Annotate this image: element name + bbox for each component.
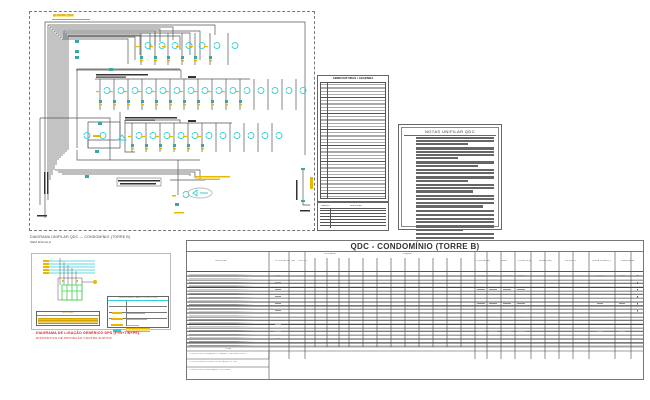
col-header-va: POTÊNCIA (VA) [475, 260, 490, 262]
symbols-rows [320, 209, 386, 228]
symbols-header-right: DESCRIÇÃO [350, 205, 362, 207]
load-table-grid-icon [187, 252, 643, 379]
load-table-footnote-3: 3- DISJUNTORES TERMOMAGNÉTICOS CURVA C [189, 369, 232, 371]
col-header-circuit: CIRCUITO [298, 260, 308, 262]
load-table-footnote-2: 2- CONDUTORES DE COBRE COM ISOLAÇÃO PVC … [189, 361, 237, 363]
col-header-section: SEÇÃO (mm²) [539, 260, 552, 262]
legend-rows [320, 82, 386, 199]
load-table-title-rule [187, 251, 643, 252]
dps-caption-sub: DISPOSITIVO DE PROTEÇÃO CONTRA SURTOS [36, 336, 112, 340]
dps-legend-title: DESCRIÇÃO [37, 312, 99, 316]
col-header-lighting: ILUMINAÇÃO [324, 253, 337, 255]
load-table-frame: QDC - CONDOMÍNIO (TORRE B) DESCRIÇÃO POT… [186, 240, 644, 380]
dps-detail-frame [31, 253, 171, 330]
col-header-outlets: TOMADAS [402, 253, 412, 255]
load-table-descriptions [189, 274, 267, 346]
symbols-header-left: SÍMBOLO [321, 205, 331, 207]
load-table-footnote-1: 1- CIRCUITOS DE ILUMINAÇÃO E TOMADAS CON… [189, 353, 247, 355]
dps-caption: DIAGRAMA DE LIGAÇÃO GENÉRICO DPS (F+N+T/… [36, 331, 140, 335]
col-header-phases: FASES [501, 260, 508, 262]
diagram-caption-scale: SEM ESCALA [30, 240, 52, 244]
cable-id-title: IDENTIFICAÇÃO CABOS / CONDUTORES [108, 297, 168, 301]
load-table-total-label: TOTAL [225, 348, 232, 350]
dps-legend-table: DESCRIÇÃO [36, 311, 100, 326]
col-header-voltage-drop: QUEDA TENSÃO (%) [592, 260, 612, 262]
notes-panel: NOTAS UNIFILAR QDC [398, 124, 502, 243]
diagram-caption: DIAGRAMA UNIFILAR QDC — CONDOMÍNIO (TORR… [30, 235, 131, 239]
abbreviations-legend-panel: ABREVIATURAS / LEGENDA [317, 75, 389, 202]
cable-id-rows [109, 301, 167, 332]
panel-tag-underline [52, 19, 90, 20]
symbols-header: SÍMBOLO DESCRIÇÃO [320, 205, 386, 209]
notes-title-rule [404, 135, 496, 136]
col-header-notes: OBSERVAÇÃO [621, 260, 635, 262]
col-header-breaker: DISJUNTOR [565, 260, 577, 262]
panel-tag-label: QUADRO QDC [53, 14, 74, 17]
notes-title: NOTAS UNIFILAR QDC [424, 129, 476, 134]
load-table-header: DESCRIÇÃO POTÊNCIA INST. (VA) CIRCUITO I… [187, 252, 643, 272]
col-header-current: CORRENTE (A) [517, 260, 532, 262]
load-table-title: QDC - CONDOMÍNIO (TORRE B) [350, 242, 480, 251]
col-header-description: DESCRIÇÃO [215, 260, 227, 262]
dps-legend-rows [38, 317, 98, 324]
cable-id-table: IDENTIFICAÇÃO CABOS / CONDUTORES [107, 296, 169, 332]
legend-title: ABREVIATURAS / LEGENDA [332, 77, 374, 80]
symbols-legend-panel: SÍMBOLO DESCRIÇÃO [317, 202, 389, 231]
col-header-power: POTÊNCIA INST. (VA) [275, 260, 295, 262]
single-line-diagram-frame [29, 11, 315, 231]
